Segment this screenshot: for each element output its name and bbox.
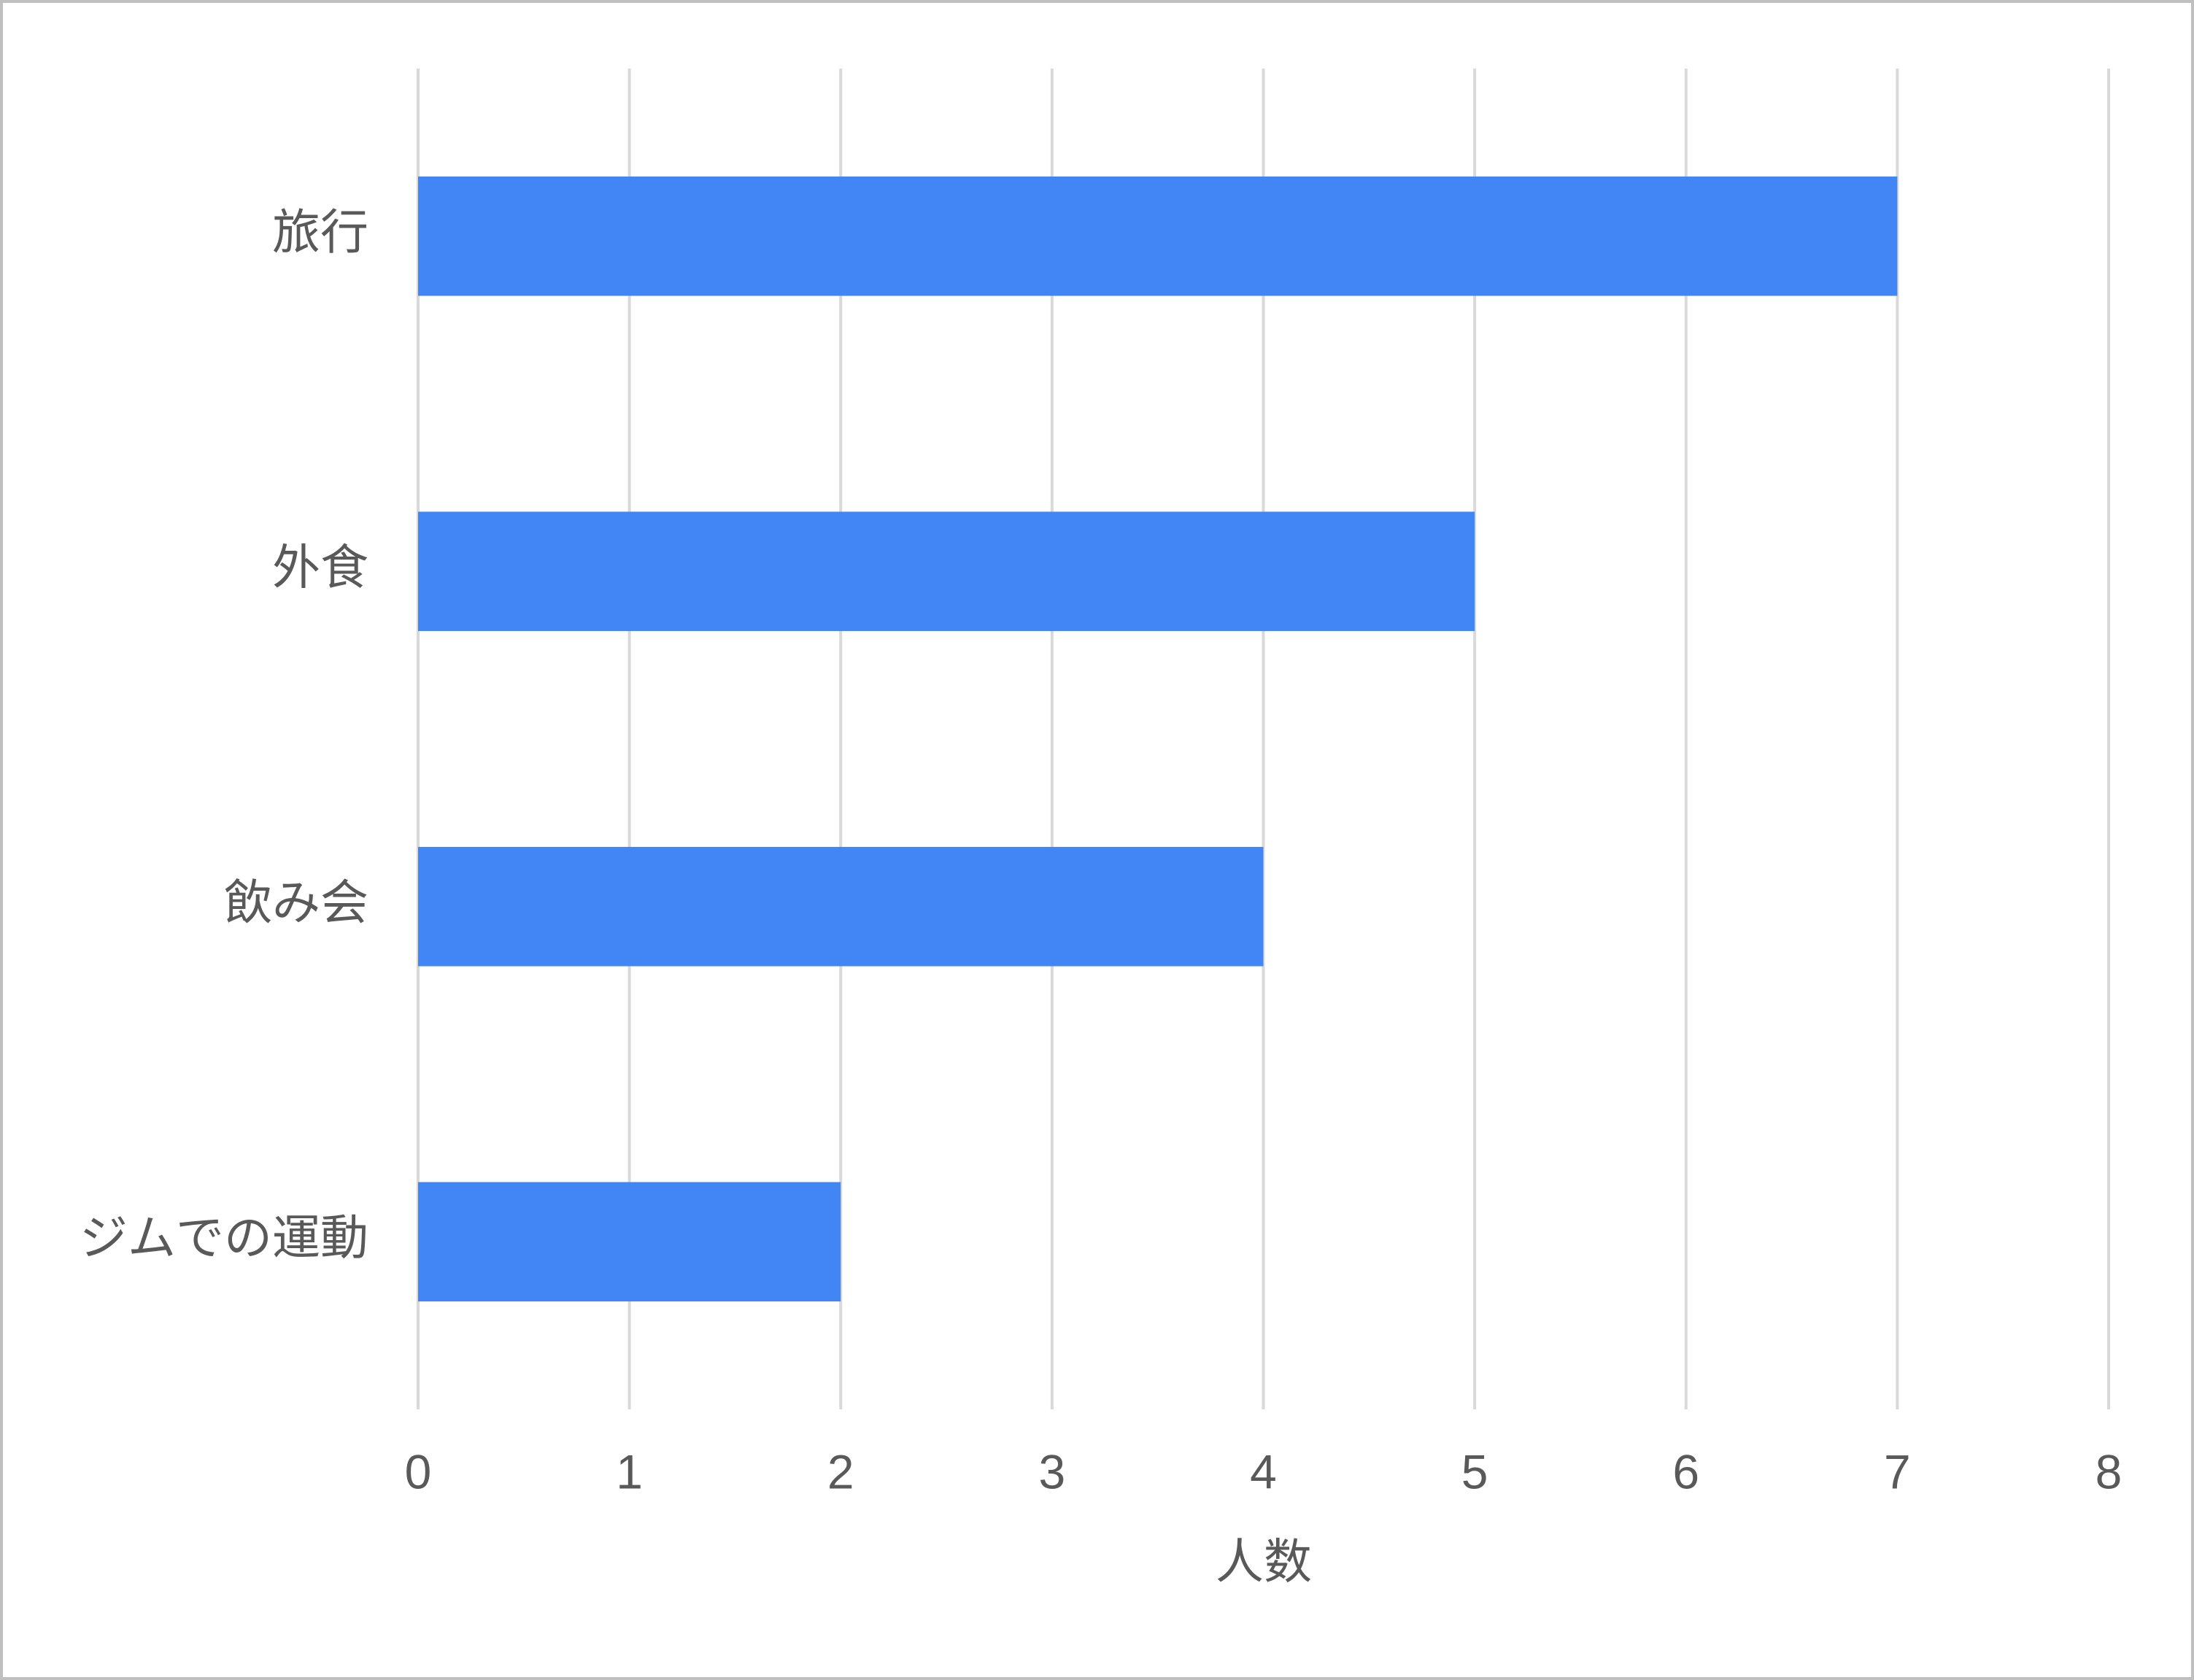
y-tick-label: 飲み会 [224, 875, 368, 929]
x-tick-label: 4 [1250, 1444, 1277, 1498]
y-tick-label: 外食 [272, 541, 368, 595]
x-tick-label: 1 [616, 1444, 643, 1498]
x-axis-label: 人数 [1216, 1534, 1312, 1588]
y-tick-label: ジムでの運動 [80, 1211, 368, 1265]
bar [418, 176, 1898, 296]
x-tick-label: 7 [1884, 1444, 1911, 1498]
x-tick-label: 5 [1461, 1444, 1488, 1498]
bar [418, 1182, 841, 1302]
x-tick-label: 2 [827, 1444, 854, 1498]
x-tick-label: 8 [2095, 1444, 2122, 1498]
y-tick-label: 旅行 [272, 205, 368, 259]
x-tick-label: 3 [1039, 1444, 1066, 1498]
x-tick-label: 6 [1672, 1444, 1699, 1498]
bar [418, 846, 1264, 967]
x-tick-label: 0 [405, 1444, 432, 1498]
bar [418, 511, 1475, 632]
